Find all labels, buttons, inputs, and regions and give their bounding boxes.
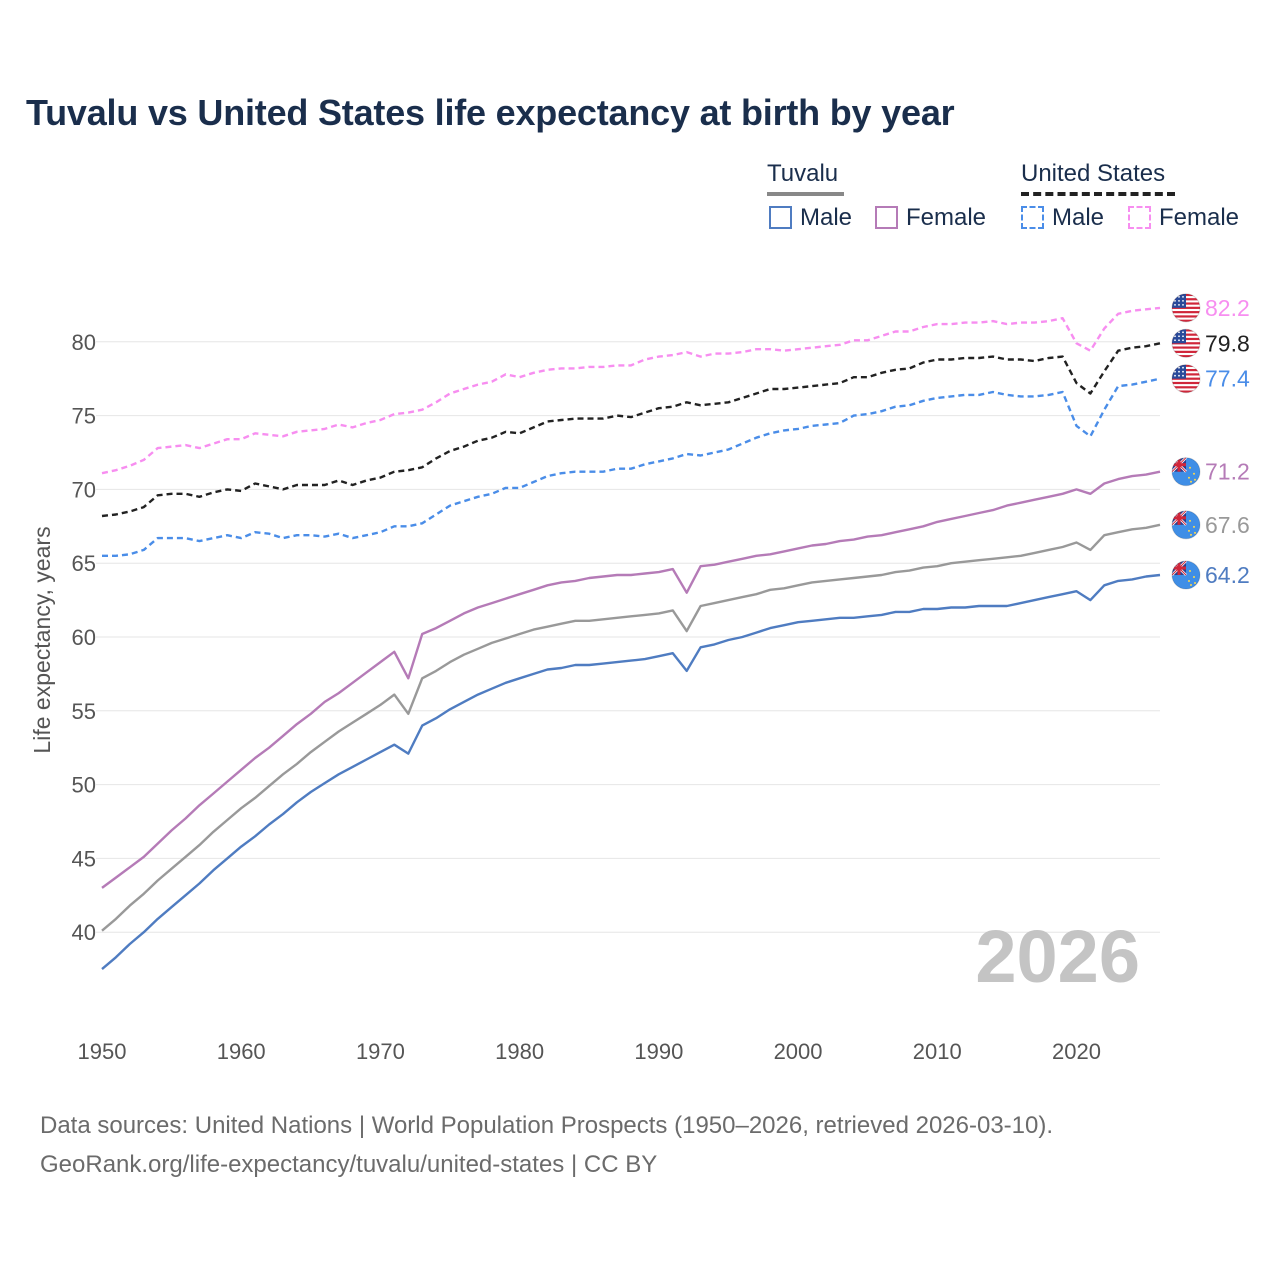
series-lines — [101, 306, 1161, 971]
legend-swatch-tuvalu-female — [875, 206, 898, 229]
y-tick-label: 40 — [72, 920, 96, 945]
x-tick-label: 2020 — [1052, 1039, 1101, 1064]
tuvalu-flag-icon — [1172, 561, 1200, 590]
legend-group-united-states-line — [1021, 192, 1175, 196]
end-marker-tuvalu-total: 67.6 — [1171, 510, 1250, 540]
y-axis-ticks: 40 45 50 55 60 65 70 75 80 — [72, 330, 96, 945]
us-flag-icon — [1172, 329, 1200, 358]
series-line-united-states-female[interactable] — [101, 306, 1161, 475]
y-tick-label: 65 — [72, 551, 96, 576]
end-label-united-states-total: 79.8 — [1205, 330, 1250, 356]
chart-title: Tuvalu vs United States life expectancy … — [26, 92, 955, 133]
line-chart: 40 45 50 55 60 65 70 75 80 1950 1960 1970 1980 1990 2… — [29, 293, 1250, 1064]
end-marker-tuvalu-male: 64.2 — [1171, 560, 1250, 590]
x-tick-label: 2000 — [774, 1039, 823, 1064]
legend-label-us-female: Female — [1159, 204, 1240, 231]
tuvalu-flag-icon — [1172, 510, 1200, 539]
y-tick-label: 75 — [72, 404, 96, 429]
x-tick-label: 1990 — [634, 1039, 683, 1064]
end-marker-united-states-male: 77.4 — [1171, 364, 1250, 394]
x-tick-label: 1980 — [495, 1039, 544, 1064]
series-line-tuvalu-total[interactable] — [101, 523, 1161, 932]
end-label-tuvalu-male: 64.2 — [1205, 562, 1250, 588]
legend-group-tuvalu[interactable]: Tuvalu — [767, 160, 839, 187]
end-label-tuvalu-female: 71.2 — [1205, 459, 1250, 485]
y-tick-label: 50 — [72, 773, 96, 798]
legend-group-united-states[interactable]: United States — [1021, 160, 1166, 187]
legend-label-us-male: Male — [1052, 204, 1105, 231]
us-flag-icon — [1172, 293, 1200, 322]
end-label-united-states-female: 82.2 — [1205, 295, 1250, 321]
series-line-united-states-total[interactable] — [101, 342, 1161, 518]
end-marker-tuvalu-female: 71.2 — [1171, 457, 1250, 487]
x-tick-label: 1950 — [78, 1039, 127, 1064]
gridlines — [96, 341, 1160, 933]
y-tick-label: 80 — [72, 330, 96, 355]
y-tick-label: 70 — [72, 477, 96, 502]
legend-label-tuvalu-male: Male — [800, 204, 853, 231]
legend-label-tuvalu-female: Female — [906, 204, 987, 231]
end-label-united-states-male: 77.4 — [1205, 366, 1250, 392]
end-marker-united-states-female: 82.2 — [1171, 293, 1250, 323]
year-watermark: 2026 — [975, 915, 1140, 998]
legend-swatch-us-male — [1021, 206, 1044, 229]
series-line-tuvalu-female[interactable] — [101, 470, 1161, 889]
legend-swatch-tuvalu-male — [769, 206, 792, 229]
x-tick-label: 2010 — [913, 1039, 962, 1064]
us-flag-icon — [1172, 364, 1200, 393]
legend-swatch-us-female — [1128, 206, 1151, 229]
series-end-markers: 82.2 79.8 77.4 71.2 67.6 64.2 — [1171, 293, 1250, 590]
source-line-2[interactable]: GeoRank.org/life-expectancy/tuvalu/unite… — [40, 1151, 658, 1178]
y-axis-title: Life expectancy, years — [29, 526, 55, 753]
x-axis-ticks: 1950 1960 1970 1980 1990 2000 2010 2020 — [78, 1039, 1101, 1064]
series-line-tuvalu-male[interactable] — [101, 573, 1161, 971]
data-source-note: Data sources: United Nations | World Pop… — [40, 1106, 1053, 1184]
y-tick-label: 45 — [72, 846, 96, 871]
end-label-tuvalu-total: 67.6 — [1205, 512, 1250, 538]
x-tick-label: 1960 — [217, 1039, 266, 1064]
legend-group-tuvalu-line — [767, 192, 844, 196]
x-tick-label: 1970 — [356, 1039, 405, 1064]
y-tick-label: 60 — [72, 625, 96, 650]
source-line-1: Data sources: United Nations | World Pop… — [40, 1112, 1054, 1139]
end-marker-united-states-total: 79.8 — [1171, 328, 1250, 358]
y-tick-label: 55 — [72, 699, 96, 724]
series-line-united-states-male[interactable] — [102, 377, 1161, 557]
